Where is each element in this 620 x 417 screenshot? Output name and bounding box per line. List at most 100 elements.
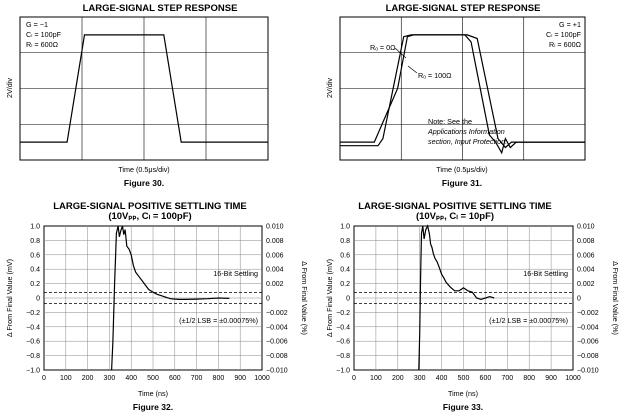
y-tick-label: −0.8 [336,353,350,360]
y2-tick-label: −0.010 [577,368,599,375]
y2-tick-label: 0.002 [266,281,284,288]
y-tick-label: 0.8 [340,238,350,245]
y-tick-label: 0 [346,296,350,303]
series-line-rf0 [340,34,585,155]
x-axis-label: Time (ns) [138,389,168,398]
chart-subtitle: (10Vₚₚ, Cₗ = 10pF) [416,211,494,222]
chart-title: LARGE-SIGNAL POSITIVE SETTLING TIME [358,201,552,212]
chart-figure-32: LARGE-SIGNAL POSITIVE SETTLING TIME (10V… [5,201,309,412]
grid [20,17,268,160]
x-tick-label: 500 [458,375,470,382]
x-tick-label: 300 [414,375,426,382]
figure-caption: Figure 33. [443,402,483,412]
x-tick-label: 200 [82,375,94,382]
annotation-rl: Rₗ = 600Ω [26,40,59,49]
settling-label: 16-Bit Settling [523,269,568,278]
leader-rf100 [407,65,418,74]
x-tick-label: 1000 [565,375,581,382]
lsb-label: (±1/2 LSB = ±0.00075%) [489,316,568,325]
grid [354,226,573,370]
y-tick-label: 0.6 [30,252,40,259]
y2-tick-label: 0.008 [266,238,284,245]
series-line [418,224,495,371]
x-tick-label: 500 [147,375,159,382]
x-axis-label: Time (0.5μs/div) [118,165,169,174]
y2-tick-label: −0.004 [266,324,288,331]
y-tick-label: 0.8 [30,238,40,245]
y-axis-label: Δ From Final Value (mV) [325,259,334,337]
x-tick-label: 1000 [254,375,270,382]
x-tick-label: 800 [523,375,535,382]
annotation-gain: G = +1 [559,20,581,29]
x-tick-label: 400 [125,375,137,382]
figure-caption: Figure 31. [442,178,482,188]
y-tick-label: 0.4 [340,267,350,274]
y2-tick-label: −0.008 [266,353,288,360]
y-tick-label: −1.0 [336,368,350,375]
figure-caption: Figure 30. [124,178,164,188]
chart-figure-30: LARGE-SIGNAL STEP RESPONSE 2V/div G = −1… [5,3,269,188]
y2-tick-label: 0.008 [577,238,595,245]
y-tick-label: 1.0 [340,224,350,231]
x-axis-label: Time (ns) [448,389,478,398]
chart-title: LARGE-SIGNAL POSITIVE SETTLING TIME [53,201,247,212]
y2-tick-label: 0.002 [577,281,595,288]
annotation-rl: Rₗ = 600Ω [549,40,582,49]
y-tick-label: 0.4 [30,267,40,274]
lsb-label: (±1/2 LSB = ±0.00075%) [179,316,258,325]
plot-area: 0 100 200 300 400 500 600 700 800 900 1000 1.0 0.8 0.… [26,224,288,383]
settling-band [44,292,262,304]
x-tick-label: 0 [352,375,356,382]
y2-tick-label: 0.010 [266,224,284,231]
y2-tick-label: −0.002 [266,310,288,317]
x-tick-label: 100 [370,375,382,382]
settling-band [354,292,573,304]
y-tick-label: −0.6 [336,339,350,346]
chart-figure-31: LARGE-SIGNAL STEP RESPONSE 2V/div G = +1… [325,3,586,188]
y-tick-label: 0 [36,296,40,303]
note-line-2: Applications Information [427,127,505,136]
chart-subtitle: (10Vₚₚ, Cₗ = 100pF) [108,211,191,222]
tick-labels: 0 100 200 300 400 500 600 700 800 900 1000 1.0 0.8 0.… [26,224,288,383]
annotation-cl: Cₗ = 100pF [26,30,62,39]
tick-labels: 0 100 200 300 400 500 600 700 800 900 1000 1.0 0.8 0.… [336,224,599,383]
y-tick-label: 0.6 [340,252,350,259]
note-line-1: Note: See the [428,117,472,126]
label-rf100: Rₒ = 100Ω [418,71,452,80]
x-tick-label: 400 [436,375,448,382]
y2-tick-label: −0.006 [266,339,288,346]
y2-axis-label: Δ From Final Value (%) [611,261,620,335]
y-axis-label: 2V/div [5,78,14,98]
chart-title: LARGE-SIGNAL STEP RESPONSE [83,3,238,14]
x-tick-label: 200 [392,375,404,382]
series-line [111,225,230,371]
series-line [20,34,268,143]
plot-area: 0 100 200 300 400 500 600 700 800 900 1000 1.0 0.8 0.… [336,224,599,383]
y2-axis-label: Δ From Final Value (%) [300,261,309,335]
figure-caption: Figure 32. [133,402,173,412]
annotation-gain: G = −1 [26,20,48,29]
x-tick-label: 800 [213,375,225,382]
x-tick-label: 700 [191,375,203,382]
leader-rf0 [394,47,407,59]
settling-label: 16-Bit Settling [213,269,258,278]
y-tick-label: −0.6 [26,339,40,346]
plot-area [339,16,586,161]
grid [44,226,262,370]
y-axis-label: 2V/div [325,78,334,98]
y-tick-label: 0.2 [340,281,350,288]
y2-tick-label: −0.010 [266,368,288,375]
y2-tick-label: 0.004 [266,267,284,274]
note-line-3: section, Input Protection. [428,137,507,146]
chart-title: LARGE-SIGNAL STEP RESPONSE [386,3,541,14]
x-tick-label: 300 [104,375,116,382]
x-tick-label: 100 [60,375,72,382]
x-tick-label: 600 [169,375,181,382]
y2-tick-label: −0.004 [577,324,599,331]
y-tick-label: −0.2 [26,310,40,317]
x-tick-label: 600 [480,375,492,382]
x-tick-label: 700 [501,375,513,382]
y-tick-label: −0.4 [26,324,40,331]
y2-tick-label: 0 [266,296,270,303]
y2-tick-label: −0.002 [577,310,599,317]
